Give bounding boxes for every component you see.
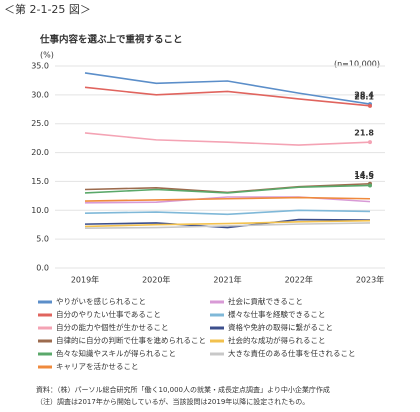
data-label: 14.3 <box>354 172 374 181</box>
y-tick-label: 20.0 <box>31 148 49 157</box>
legend-label: やりがいを感じられること <box>56 296 146 306</box>
y-tick-label: 15.0 <box>31 177 49 186</box>
series-line <box>84 222 371 229</box>
sample-note: (n=10,000) <box>334 60 380 69</box>
series-line <box>84 86 371 107</box>
footer-note: （注）調査は2017年から開始しているが、当該設問は2019年以降に設定されたも… <box>36 397 309 406</box>
legend-label: 社会に貢献できること <box>228 296 303 306</box>
series-line <box>84 72 371 105</box>
x-tick-label: 2021年 <box>213 275 241 285</box>
data-label: 28.1 <box>354 92 374 101</box>
y-tick-label: 0.0 <box>36 264 49 273</box>
y-tick-label: 5.0 <box>36 235 49 244</box>
legend-label: 自律的に自分の判断で仕事を進められること <box>56 335 206 345</box>
data-label: 28.4 <box>354 91 374 100</box>
y-tick-label: 35.0 <box>31 62 49 71</box>
end-marker <box>368 183 372 188</box>
end-marker <box>368 103 372 108</box>
series-line <box>84 184 371 194</box>
data-label: 14.6 <box>354 170 374 179</box>
series-line <box>84 196 371 202</box>
chart-title: 仕事内容を選ぶ上で重視すること <box>39 34 183 46</box>
legend-label: キャリアを活かせること <box>56 361 139 371</box>
figure-number: ＜第 2-1-25 図＞ <box>4 2 91 16</box>
legend-label: 様々な仕事を経験できること <box>228 309 325 319</box>
y-tick-label: 10.0 <box>31 206 49 215</box>
footer-source: 資料：（株）パーソル総合研究所「働く10,000人の就業・成長定点調査」より中小… <box>36 385 330 394</box>
series-line <box>84 218 371 229</box>
series-line <box>84 209 371 216</box>
series-line <box>84 219 371 228</box>
series-line <box>84 132 371 146</box>
end-marker <box>368 140 372 145</box>
legend-label: 資格や免許の取得に繋がること <box>228 322 333 332</box>
legend-label: 社会的な成功が得られること <box>228 335 326 345</box>
legend-label: 自分のやりたい仕事であること <box>56 309 161 319</box>
x-tick-label: 2022年 <box>285 275 313 285</box>
y-unit: (%) <box>40 51 54 60</box>
legend-label: 自分の能力や個性が生かせること <box>56 322 169 332</box>
x-tick-label: 2023年 <box>356 275 384 285</box>
legend-label: 大きな責任のある仕事を任されること <box>228 348 356 358</box>
x-tick-label: 2019年 <box>71 275 99 285</box>
y-tick-label: 25.0 <box>31 119 49 128</box>
legend-label: 色々な知識やスキルが得られること <box>56 348 176 358</box>
data-label: 21.8 <box>354 129 374 138</box>
x-tick-label: 2020年 <box>142 275 170 285</box>
y-tick-label: 30.0 <box>31 90 49 99</box>
